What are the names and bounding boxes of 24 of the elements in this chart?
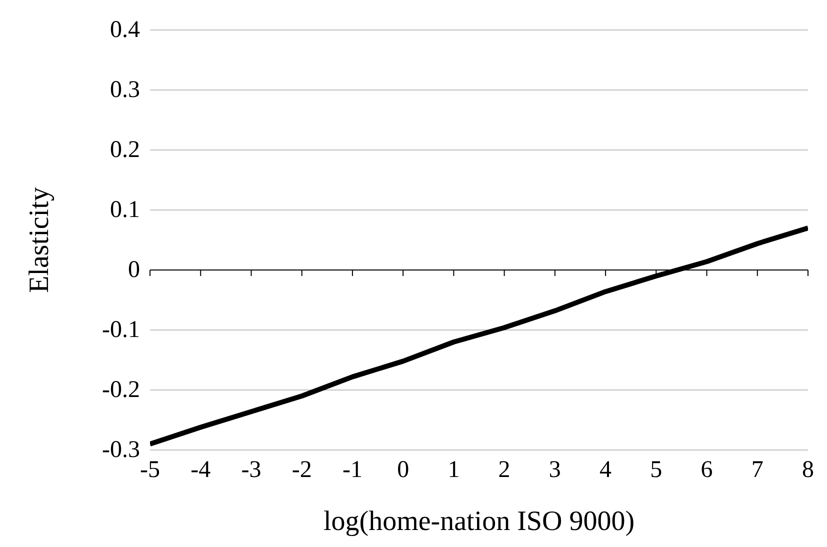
y-tick-label: -0.3 [101,436,140,465]
y-axis-title: Elasticity [23,186,56,295]
x-tick-label: 1 [448,457,460,484]
y-tick-label: 0.2 [109,136,140,165]
y-tick-label: -0.2 [101,376,140,405]
x-tick-label: 4 [600,457,612,484]
x-tick-label: -3 [241,457,262,484]
y-tick-label: 0.1 [110,197,140,223]
x-tick-label: -1 [342,457,362,484]
x-tick-label: 2 [498,457,510,484]
x-tick-label: 3 [548,457,561,484]
y-tick-label: 0 [128,257,140,283]
x-tick-label: -4 [190,457,211,484]
x-tick-label: 7 [751,457,764,484]
y-tick-label: 0.3 [109,76,140,105]
x-tick-label: -2 [292,457,312,484]
x-tick-label: 8 [802,457,814,484]
x-tick-label: 0 [397,457,410,484]
x-tick-label: 5 [650,457,662,484]
y-tick-label: -0.1 [101,316,140,345]
x-axis-title: log(home-nation ISO 9000) [323,506,635,537]
y-tick-label: 0.4 [109,16,140,45]
x-tick-label: 6 [700,457,713,484]
x-tick-label: -5 [140,457,160,484]
